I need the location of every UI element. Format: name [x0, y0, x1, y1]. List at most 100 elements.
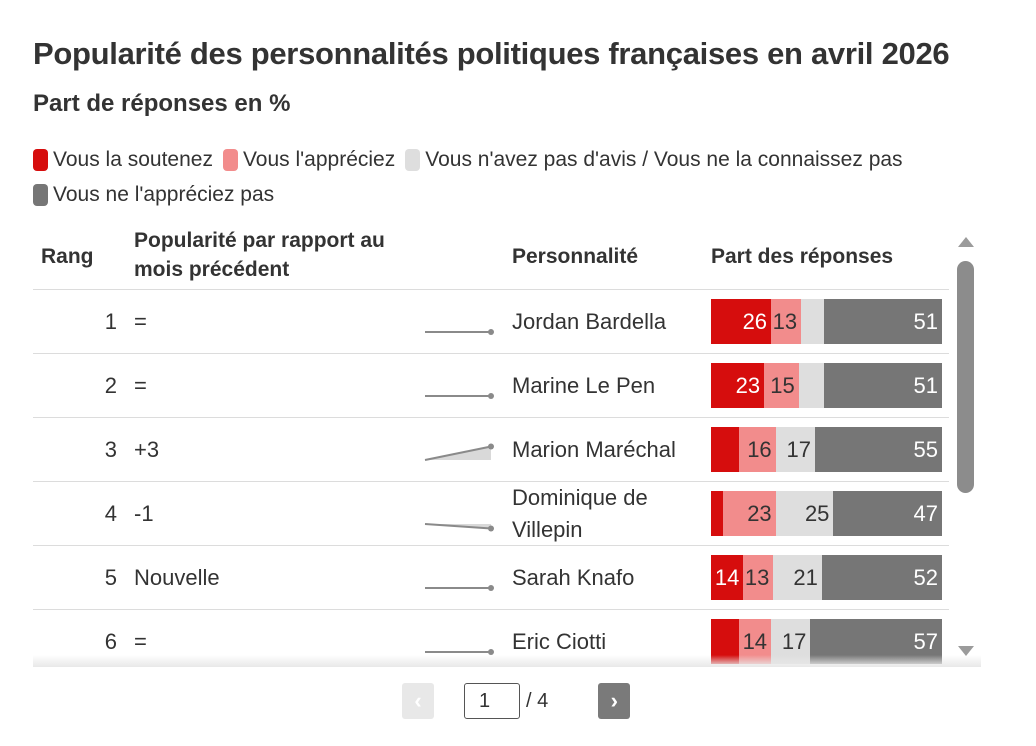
legend-item[interactable]: Vous l'appréciez — [222, 145, 396, 175]
rank-cell: 6 — [104, 629, 117, 654]
chart-title: Popularité des personnalités politiques … — [33, 36, 950, 71]
trend-line — [424, 445, 492, 461]
bar-segment — [798, 363, 825, 408]
change-cell: = — [134, 629, 147, 654]
trend-sparkline — [425, 393, 494, 399]
table-row: 3 +3 Marion Maréchal 16 17 55 — [33, 418, 949, 482]
header-share: Part des réponses — [711, 245, 894, 268]
bar-segment — [801, 299, 825, 344]
bar-label: 57 — [913, 628, 938, 654]
bar-label: 51 — [913, 372, 938, 398]
bar-segment: 26 — [711, 299, 772, 344]
table-row: 1 = Jordan Bardella 26 13 51 — [33, 290, 949, 354]
trend-sparkline — [425, 649, 494, 655]
pagination: ‹ / 4 › — [402, 683, 631, 719]
scroll-up-icon[interactable] — [958, 237, 974, 247]
personality-name: Dominique de Villepin — [512, 484, 648, 542]
bar-label: 14 — [742, 628, 768, 654]
trend-sparkline — [424, 523, 494, 532]
bar-segment: 17 — [775, 427, 815, 472]
bar-segment: 13 — [771, 299, 802, 344]
table-row: 4 -1 Dominique de Villepin 23 25 47 — [33, 482, 949, 546]
header-rank: Rang — [41, 245, 94, 268]
change-cell: Nouvelle — [134, 565, 220, 590]
bar-label: 17 — [781, 628, 807, 654]
bar-label: 17 — [786, 436, 811, 462]
rank-cell: 4 — [104, 501, 117, 526]
stacked-bar[interactable]: 26 13 51 — [711, 299, 942, 344]
legend-swatch — [33, 149, 48, 171]
trend-point — [488, 393, 494, 399]
table-row: 2 = Marine Le Pen 23 15 51 — [33, 354, 949, 418]
bar-segment: 51 — [824, 363, 942, 408]
change-cell: +3 — [134, 437, 160, 462]
bar-segment — [711, 491, 723, 536]
legend-item[interactable]: Vous ne l'appréciez pas — [33, 180, 274, 210]
next-page-button[interactable]: › — [598, 683, 631, 719]
bar-label: 52 — [913, 564, 938, 590]
personality-name: Jordan Bardella — [512, 308, 667, 334]
bar-segment: 21 — [773, 555, 822, 600]
table-row: 5 Nouvelle Sarah Knafo 14 13 21 52 — [33, 546, 949, 610]
trend-point — [488, 585, 494, 591]
page-total: / 4 — [526, 689, 549, 712]
trend-point — [488, 443, 494, 450]
stacked-bar[interactable]: 16 17 55 — [711, 427, 942, 472]
personality-name: Marine Le Pen — [512, 372, 656, 398]
header-name: Personnalité — [512, 245, 639, 268]
stacked-bar[interactable]: 23 25 47 — [711, 491, 942, 536]
rank-cell: 1 — [104, 309, 117, 334]
bar-label: 16 — [747, 436, 772, 462]
bar-segment — [711, 427, 739, 472]
header-trend: Popularité par rapport au mois précédent — [134, 229, 385, 281]
legend: Vous la soutenez Vous l'appréciez Vous n'a… — [33, 145, 993, 215]
bar-label: 13 — [744, 564, 770, 590]
bar-segment: 13 — [743, 555, 774, 600]
bar-segment: 55 — [814, 427, 942, 472]
rank-cell: 2 — [104, 373, 117, 398]
legend-label: Vous l'appréciez — [242, 148, 396, 171]
change-cell: = — [134, 309, 147, 334]
legend-label: Vous n'avez pas d'avis / Vous ne la conn… — [425, 148, 903, 171]
stacked-bar[interactable]: 14 13 21 52 — [711, 555, 942, 600]
rank-cell: 3 — [104, 437, 117, 462]
bar-label: 51 — [913, 308, 938, 334]
data-table[interactable]: Rang Popularité par rapport au mois préc… — [33, 220, 981, 666]
chart-subtitle: Part de réponses en % — [33, 90, 291, 117]
bar-segment: 16 — [738, 427, 776, 472]
trend-line — [424, 523, 492, 530]
legend-swatch — [33, 184, 48, 206]
bar-label: 55 — [913, 436, 938, 462]
stacked-bar[interactable]: 23 15 51 — [711, 363, 942, 408]
bar-segment: 52 — [821, 555, 942, 600]
bar-label: 23 — [747, 500, 772, 526]
bar-segment: 14 — [711, 555, 744, 600]
bar-label: 23 — [735, 372, 761, 398]
personality-name: Sarah Knafo — [512, 564, 635, 590]
bar-label: 26 — [742, 308, 768, 334]
vertical-scrollbar[interactable] — [955, 235, 977, 660]
bar-label: 14 — [714, 564, 740, 590]
legend-item[interactable]: Vous la soutenez — [33, 145, 213, 175]
personality-name: Eric Ciotti — [512, 628, 607, 654]
trend-point — [488, 649, 494, 655]
prev-page-button[interactable]: ‹ — [402, 683, 434, 719]
legend-label: Vous la soutenez — [53, 148, 213, 171]
bar-segment: 47 — [833, 491, 942, 536]
bar-label: 25 — [804, 500, 830, 526]
trend-sparkline — [425, 329, 494, 335]
scrollbar-thumb[interactable] — [957, 261, 974, 493]
bar-segment: 23 — [711, 363, 765, 408]
legend-label: Vous ne l'appréciez pas — [53, 183, 275, 206]
bar-label: 47 — [913, 500, 938, 526]
scroll-down-icon[interactable] — [958, 646, 974, 656]
trend-sparkline — [424, 443, 494, 461]
page-number-input[interactable] — [464, 683, 520, 719]
personality-name: Marion Maréchal — [512, 436, 676, 462]
legend-swatch — [405, 149, 421, 171]
bar-segment: 15 — [764, 363, 799, 408]
bar-segment: 51 — [824, 299, 942, 344]
bar-label: 21 — [793, 564, 818, 590]
legend-item[interactable]: Vous n'avez pas d'avis / Vous ne la conn… — [405, 145, 903, 175]
bar-label: 13 — [772, 308, 798, 334]
